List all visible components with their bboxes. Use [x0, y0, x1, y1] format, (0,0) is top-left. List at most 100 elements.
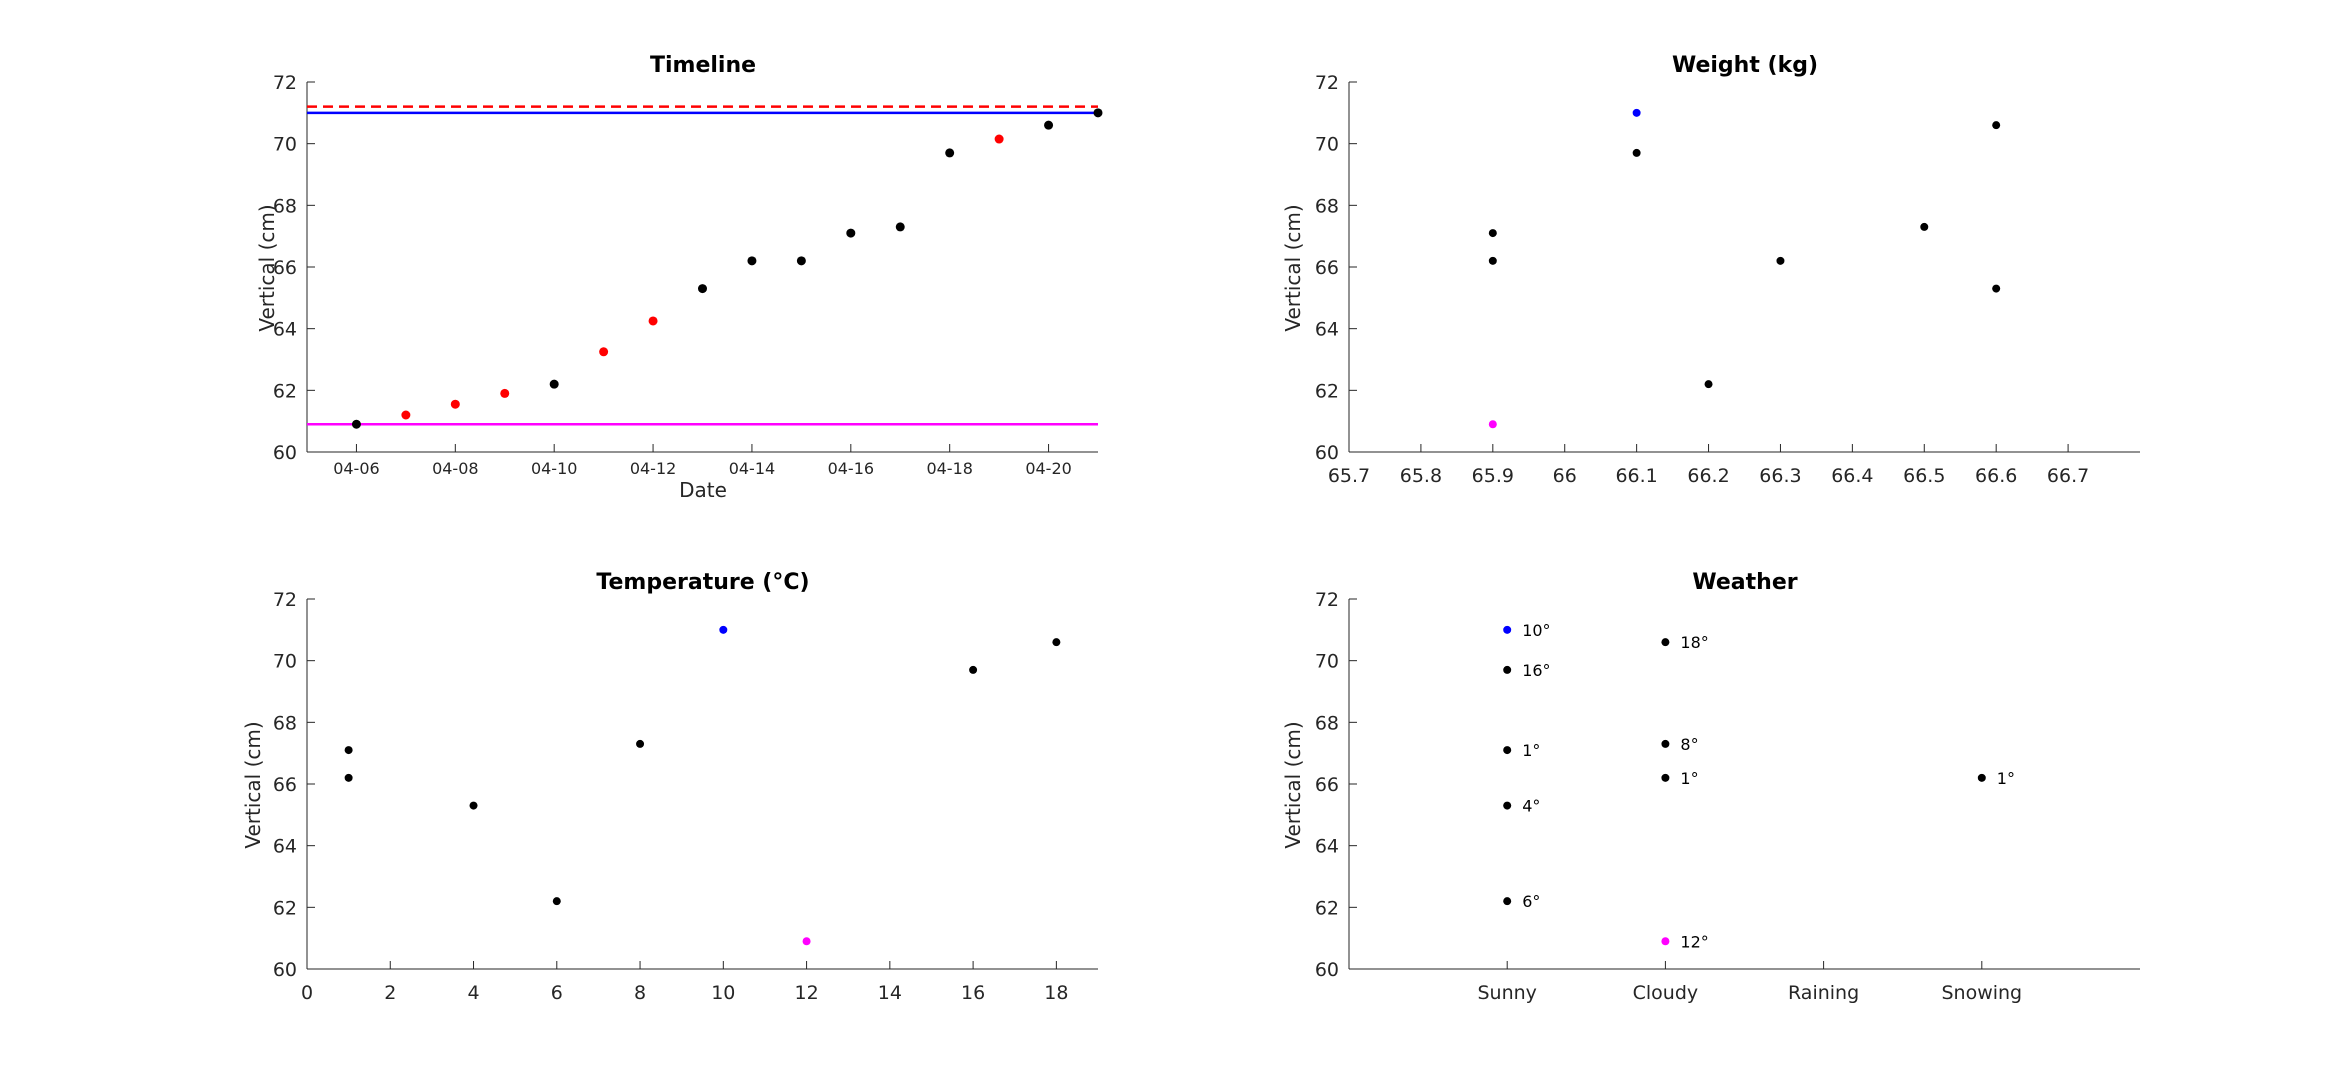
timeline-measured-point	[1093, 108, 1103, 118]
weight-y-tick-label: 70	[1315, 134, 1339, 156]
weight-data-point	[1992, 284, 2001, 293]
weather-data-point	[1503, 897, 1512, 906]
weather-point-label: 12°	[1680, 932, 1708, 951]
weight-data-point	[1992, 121, 2001, 130]
timeline-interpolated-point	[599, 347, 609, 357]
weight-y-tick-label: 72	[1315, 72, 1339, 94]
temperature-title: Temperature (°C)	[596, 570, 809, 595]
timeline-y-tick-label: 60	[273, 442, 297, 464]
temperature-y-tick-label: 66	[273, 774, 297, 796]
temperature-y-tick-label: 70	[273, 651, 297, 673]
weight-y-tick-label: 66	[1315, 257, 1339, 279]
temperature-x-tick-label: 0	[301, 982, 313, 1004]
timeline-y-tick-label: 70	[273, 134, 297, 156]
weather-y-tick-label: 68	[1315, 712, 1339, 734]
timeline-plot-area: 60 62 64 66 68 70 72 04-06 04-08 04-10 04-12 04-14 0…	[273, 72, 1103, 478]
weather-point-label: 16°	[1522, 661, 1550, 680]
weight-x-tick-label: 66.7	[2047, 465, 2089, 487]
timeline-measured-point	[1044, 120, 1054, 130]
weather-y-tick-label: 66	[1315, 774, 1339, 796]
timeline-y-tick-label: 66	[273, 257, 297, 279]
weather-data-point	[1503, 625, 1512, 634]
weight-x-tick-label: 66.4	[1831, 465, 1873, 487]
temperature-y-label: Vertical (cm)	[241, 721, 265, 848]
weight-data-point	[1776, 256, 1785, 265]
weather-data-point	[1503, 801, 1512, 810]
weight-data-point	[1488, 420, 1497, 429]
temperature-y-tick-label: 72	[273, 589, 297, 611]
weather-data-point	[1977, 773, 1986, 782]
timeline-x-tick-label: 04-14	[729, 459, 776, 478]
temperature-data-point	[802, 937, 811, 946]
timeline-interpolated-point	[500, 388, 510, 398]
temperature-data-point	[344, 746, 353, 755]
weight-title: Weight (kg)	[1672, 53, 1818, 78]
weather-data-point	[1503, 746, 1512, 755]
timeline-measured-point	[796, 256, 806, 266]
weather-panel: Weather Vertical (cm) 60 62 64 66 68 70 72 Sunn…	[1281, 570, 2140, 1004]
temperature-data-point	[552, 897, 561, 906]
timeline-x-tick-label: 04-20	[1025, 459, 1072, 478]
timeline-measured-point	[895, 222, 905, 232]
timeline-x-label: Date	[679, 478, 727, 502]
temperature-y-tick-label: 62	[273, 897, 297, 919]
temperature-data-point	[469, 801, 478, 810]
weather-y-tick-label: 62	[1315, 897, 1339, 919]
timeline-measured-point	[549, 379, 559, 389]
weather-point-label: 1°	[1997, 769, 2015, 788]
temperature-y-tick-label: 68	[273, 712, 297, 734]
temperature-x-tick-label: 4	[467, 982, 479, 1004]
timeline-x-tick-label: 04-16	[828, 459, 875, 478]
timeline-y-tick-label: 62	[273, 380, 297, 402]
weight-data-point	[1488, 256, 1497, 265]
timeline-x-tick-label: 04-12	[630, 459, 677, 478]
weather-data-point	[1661, 773, 1670, 782]
timeline-x-tick-label: 04-10	[531, 459, 578, 478]
timeline-panel: Timeline Date Vertical (cm) 60 62 64 66 68 70…	[255, 53, 1103, 502]
temperature-x-tick-label: 8	[634, 982, 646, 1004]
weather-data-point	[1661, 638, 1670, 647]
weather-plot-area: 60 62 64 66 68 70 72 Sunny Cloudy Raining Snowing 1…	[1315, 589, 2140, 1004]
weather-data-point	[1661, 937, 1670, 946]
weight-data-point	[1488, 229, 1497, 238]
weather-x-tick-label: Snowing	[1941, 982, 2022, 1004]
weight-plot-area: 60 62 64 66 68 70 72 65.7 65.8 65.9 66 66.1 66.2 66.3…	[1315, 72, 2140, 487]
timeline-interpolated-point	[401, 410, 411, 420]
weight-x-tick-label: 66.1	[1615, 465, 1657, 487]
timeline-measured-point	[698, 284, 707, 294]
weather-point-label: 18°	[1680, 633, 1708, 652]
timeline-y-tick-label: 64	[273, 319, 297, 341]
weight-x-tick-label: 65.9	[1472, 465, 1514, 487]
temperature-y-tick-label: 60	[273, 959, 297, 981]
temperature-x-tick-label: 12	[794, 982, 818, 1004]
timeline-measured-point	[747, 256, 757, 266]
timeline-measured-point	[351, 419, 361, 429]
timeline-interpolated-point	[648, 316, 658, 326]
weight-data-point	[1704, 380, 1713, 389]
weather-y-tick-label: 70	[1315, 651, 1339, 673]
temperature-data-point	[969, 665, 978, 674]
timeline-title: Timeline	[650, 53, 756, 78]
temperature-x-tick-label: 18	[1044, 982, 1068, 1004]
weight-x-tick-label: 65.7	[1328, 465, 1370, 487]
weight-data-point	[1920, 222, 1929, 231]
temperature-data-point	[719, 625, 728, 634]
weather-title: Weather	[1692, 570, 1797, 595]
weight-y-label: Vertical (cm)	[1281, 204, 1305, 331]
temperature-data-point	[636, 739, 645, 748]
weather-x-tick-label: Raining	[1788, 982, 1859, 1004]
weather-data-point	[1503, 665, 1512, 674]
temperature-data-point	[1052, 638, 1061, 647]
weight-y-tick-label: 68	[1315, 195, 1339, 217]
weather-y-label: Vertical (cm)	[1281, 721, 1305, 848]
weather-point-label: 10°	[1522, 621, 1550, 640]
timeline-measured-point	[846, 228, 856, 238]
weather-y-tick-label: 72	[1315, 589, 1339, 611]
timeline-x-tick-label: 04-18	[926, 459, 973, 478]
temperature-x-tick-label: 6	[551, 982, 563, 1004]
weather-point-label: 1°	[1680, 769, 1698, 788]
weather-x-tick-label: Cloudy	[1633, 982, 1699, 1004]
temperature-panel: Temperature (°C) Vertical (cm) 606264666…	[241, 570, 1098, 1004]
